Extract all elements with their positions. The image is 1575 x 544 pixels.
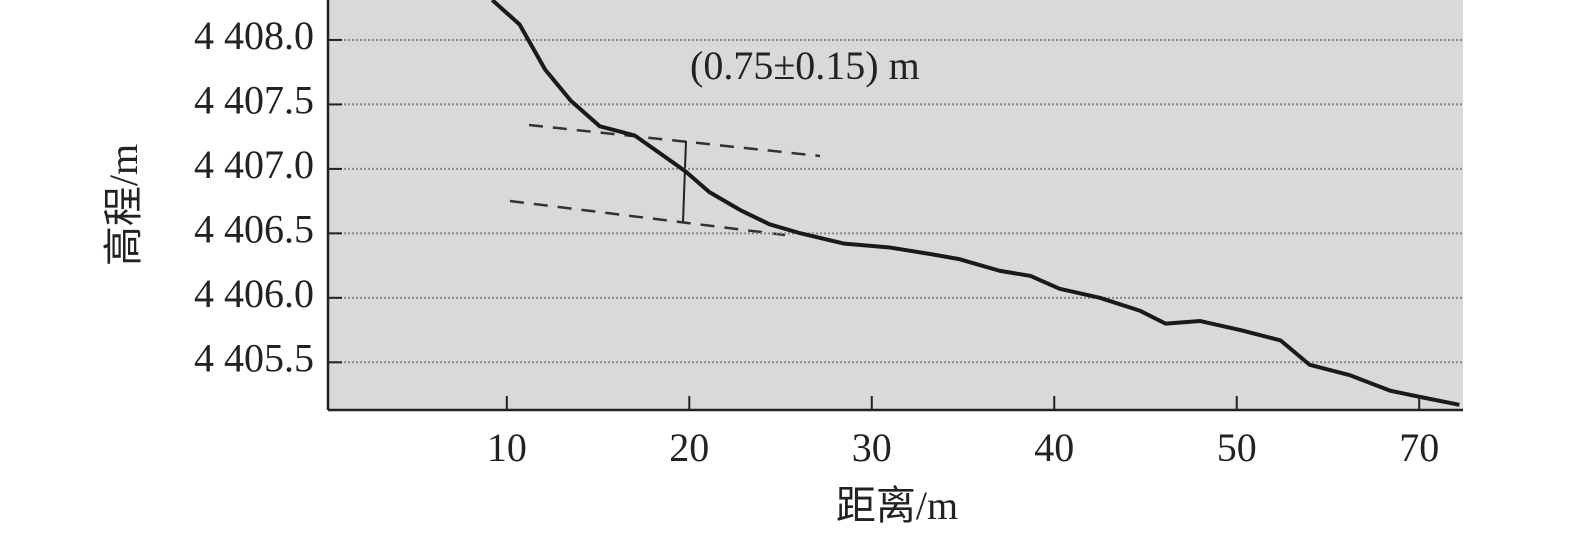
y-tick-label: 4 407.0: [194, 142, 314, 187]
x-tick-label: 70: [1399, 425, 1439, 470]
offset-marker: [682, 140, 687, 223]
annotation: (0.75±0.15) m: [690, 43, 920, 88]
y-tick-label: 4 405.5: [194, 335, 314, 380]
y-tick-label: 4 408.0: [194, 13, 314, 58]
x-tick-label: 50: [1217, 425, 1257, 470]
plot-area: [328, 0, 1463, 410]
x-tick-label: 10: [487, 425, 527, 470]
x-tick-label: 40: [1034, 425, 1074, 470]
x-tick-label: 30: [852, 425, 892, 470]
y-axis-label: 高程/m: [101, 144, 146, 266]
y-tick-label: 4 406.0: [194, 271, 314, 316]
x-axis-label: 距离/m: [836, 483, 958, 528]
profile-line: [490, 0, 1460, 407]
y-tick-label: 4 407.5: [194, 78, 314, 123]
x-tick-label: 20: [669, 425, 709, 470]
y-tick-label: 4 406.5: [194, 207, 314, 252]
trend-line: [528, 123, 821, 158]
